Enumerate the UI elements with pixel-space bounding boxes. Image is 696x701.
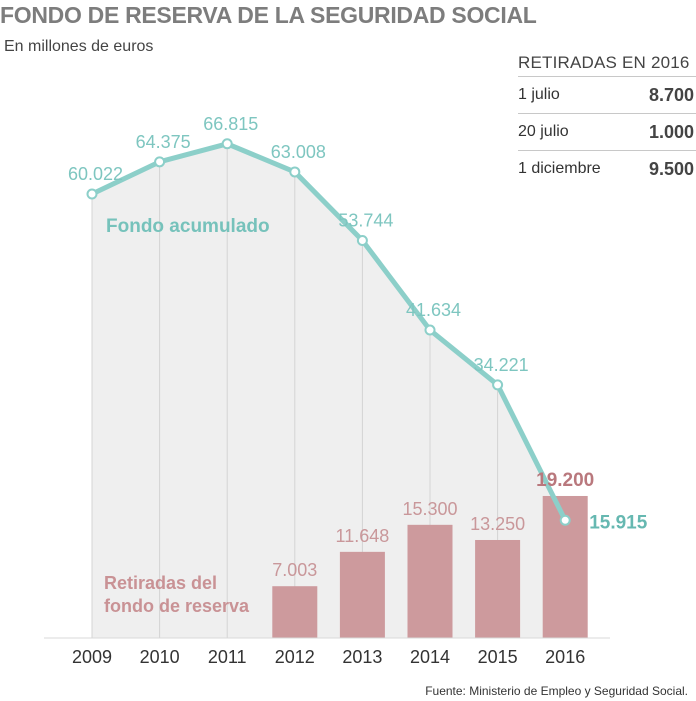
area-fill xyxy=(92,143,566,638)
line-point xyxy=(424,324,436,336)
x-tick-label: 2015 xyxy=(478,647,518,667)
retiradas-title: RETIRADAS EN 2016 xyxy=(518,53,690,72)
retiradas-amount: 1.000 xyxy=(648,121,694,142)
x-tick-label: 2016 xyxy=(545,647,585,667)
retiradas-row: 20 julio 1.000 xyxy=(518,113,696,150)
bar-data-label: 11.648 xyxy=(336,526,390,546)
series-label-retiradas: fondo de reserva xyxy=(104,596,250,616)
retiradas-date: 20 julio xyxy=(518,123,569,140)
bar xyxy=(339,551,385,638)
chart-title: FONDO DE RESERVA DE LA SEGURIDAD SOCIAL xyxy=(0,2,537,28)
line-point xyxy=(289,166,301,178)
series-label-retiradas: Retiradas del xyxy=(104,573,217,593)
line-point xyxy=(221,138,233,150)
bar xyxy=(407,524,453,638)
bar xyxy=(475,539,521,638)
x-tick-label: 2014 xyxy=(410,647,450,667)
bar-data-label: 13.250 xyxy=(470,514,525,534)
line-data-label: 66.815 xyxy=(203,114,258,134)
line-data-label: 41.634 xyxy=(406,300,461,320)
x-tick-label: 2011 xyxy=(208,647,247,667)
bar-data-label: 19.200 xyxy=(536,470,594,491)
source-note: Fuente: Ministerio de Empleo y Seguridad… xyxy=(425,684,688,698)
retiradas-table: RETIRADAS EN 2016 1 julio 8.700 20 julio… xyxy=(518,50,696,187)
line-data-label: 63.008 xyxy=(271,142,326,162)
line-point xyxy=(492,379,504,391)
line-data-label: 60.022 xyxy=(68,164,123,184)
retiradas-amount: 9.500 xyxy=(648,158,694,179)
line-data-label: 53.744 xyxy=(338,210,393,230)
retiradas-date: 1 julio xyxy=(518,86,560,103)
x-tick-label: 2013 xyxy=(342,647,382,667)
series-line xyxy=(89,141,568,523)
x-tick-label: 2009 xyxy=(72,647,112,667)
chart-subtitle: En millones de euros xyxy=(4,38,154,55)
line-point xyxy=(86,188,98,200)
retiradas-row: 1 julio 8.700 xyxy=(518,76,696,113)
retiradas-row: 1 diciembre 9.500 xyxy=(518,150,696,187)
line-point xyxy=(154,156,166,168)
retiradas-amount: 8.700 xyxy=(648,84,694,105)
bar xyxy=(272,586,318,638)
line-data-label: 64.375 xyxy=(136,132,191,152)
retiradas-date: 1 diciembre xyxy=(518,160,601,177)
x-tick-label: 2012 xyxy=(275,647,315,667)
x-tick-label: 2010 xyxy=(140,647,180,667)
line-point xyxy=(356,234,368,246)
line-data-label: 34.221 xyxy=(474,355,529,375)
bar-data-label: 15.300 xyxy=(402,499,457,519)
bar-data-label: 7.003 xyxy=(272,560,317,580)
series-label-fondo: Fondo acumulado xyxy=(106,216,270,237)
line-data-label: 15.915 xyxy=(589,512,648,533)
line-point xyxy=(559,514,571,526)
